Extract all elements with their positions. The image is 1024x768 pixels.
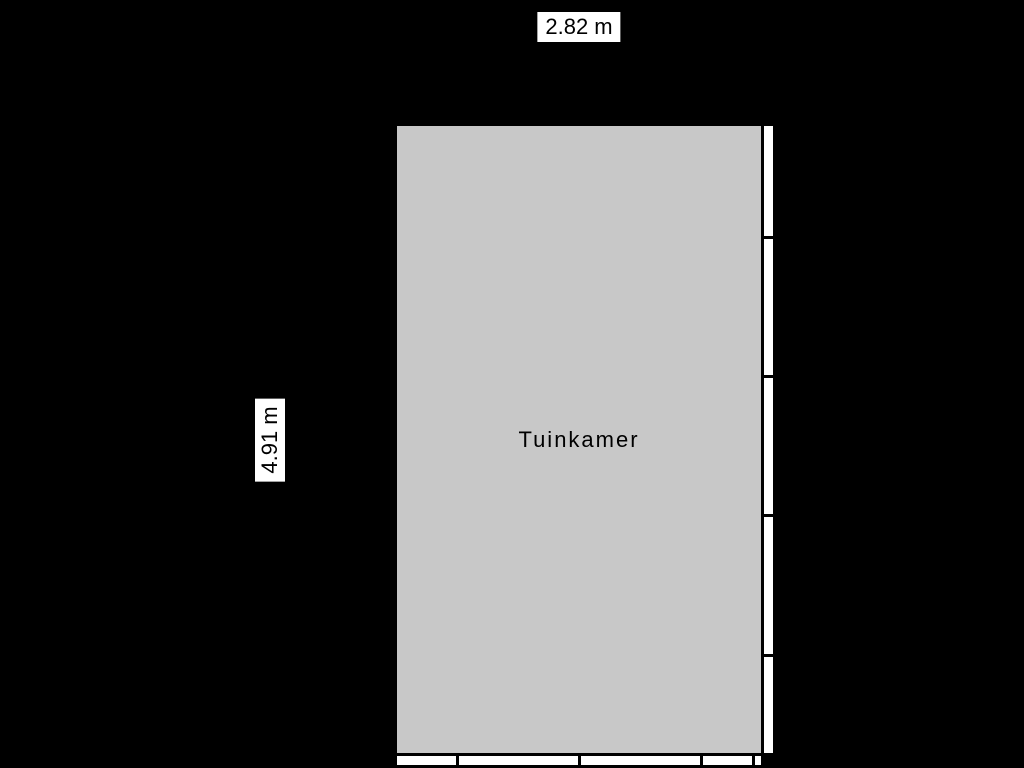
window-mullion (752, 756, 755, 768)
window-mullion (700, 756, 703, 768)
window-mullion (578, 756, 581, 768)
dimension-height-label: 4.91 m (255, 398, 285, 481)
window-mullion (764, 514, 776, 517)
window-mullion (764, 236, 776, 239)
window-mullion (456, 756, 459, 768)
window-mullion (764, 654, 776, 657)
right-wall-window (764, 123, 776, 756)
room-label: Tuinkamer (518, 427, 639, 453)
floorplan-canvas: 2.82 m 4.91 m Tuinkamer (0, 0, 1024, 768)
dimension-width-label: 2.82 m (537, 12, 620, 42)
window-mullion (764, 375, 776, 378)
room-tuinkamer: Tuinkamer (394, 123, 764, 756)
